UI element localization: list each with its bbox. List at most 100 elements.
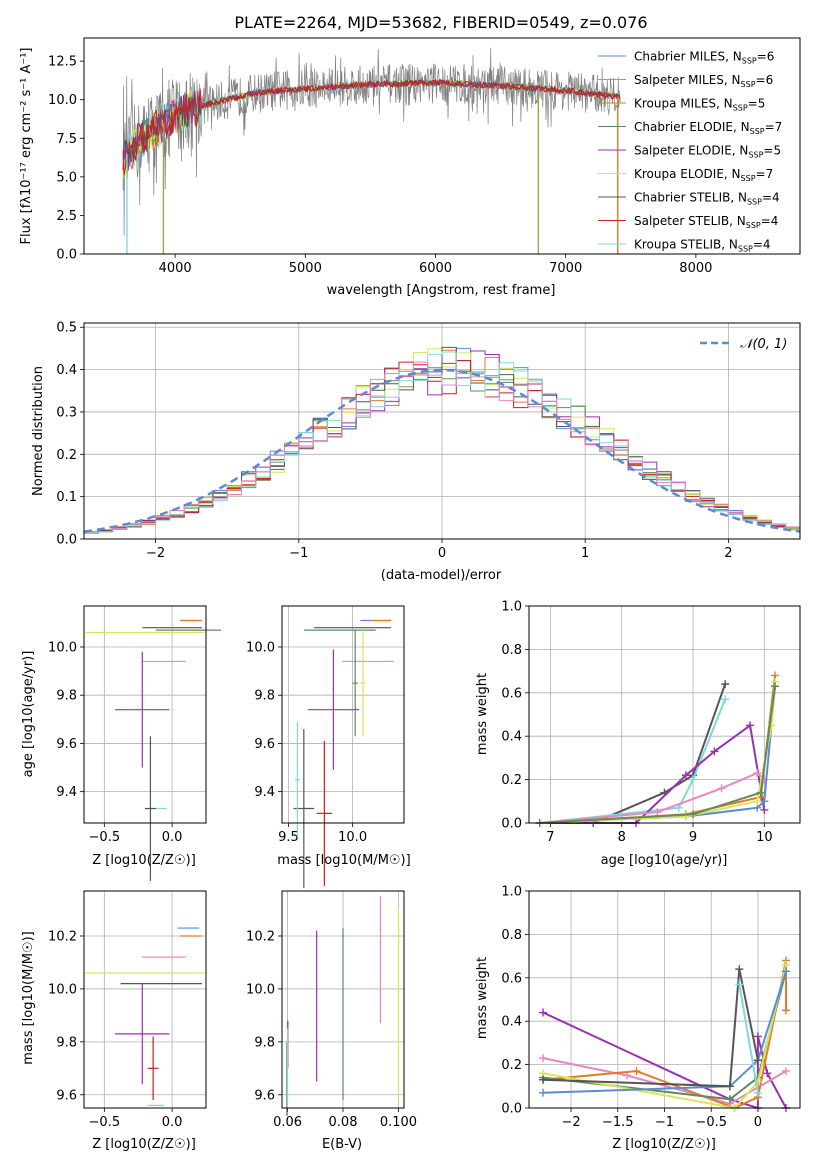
x-tick-label: −1 [655,1115,674,1130]
legend-entry-subscript: SSP [738,245,753,254]
x-tick-label: 0.06 [273,1115,302,1130]
x-tick-label: 9.5 [278,830,299,845]
legend-entry-label: Chabrier ELODIE, NSSP=7 [634,120,782,136]
y-tick-label: 1.0 [501,885,522,900]
axes-frame [281,605,405,824]
x-tick-label: 0 [754,1115,762,1130]
mass-z-xlabel: Z [log10(Z/Z☉)] [92,1137,196,1152]
x-tick-label: 7 [546,830,554,845]
legend-entry-value: =5 [748,97,766,111]
age-vs-mass-panel: 9.5 10.0 9.4 9.6 9.8 10.0 [246,605,405,889]
spectrum-lines [122,47,621,254]
weight-vs-age-panel: 7 8 9 10 0.0 0.2 0.4 0.6 0.8 1.0 [501,600,801,845]
y-tick-label: 1.0 [501,600,522,615]
weight-marker [539,1088,548,1097]
weight-marker [735,965,744,974]
weight-series-line [539,675,776,824]
x-tick-label: 1 [581,546,589,561]
weight-marker [781,1006,790,1015]
y-tick-label: 10.0 [246,982,275,997]
residual-histogram [84,361,800,534]
legend-entry-value: =7 [756,167,774,181]
x-tick-label: −1.5 [602,1115,634,1130]
weight-z-ylabel: mass weight [475,957,490,1039]
x-tick-label: 6000 [419,261,452,276]
x-tick-label: 10 [756,830,773,845]
x-tick-label: −1 [289,546,308,561]
y-tick-label: 9.8 [254,689,275,704]
weight-marker [763,1069,772,1078]
weight-marker [539,1075,548,1084]
y-tick-label: 2.5 [56,209,77,224]
legend-entry-label: Kroupa STELIB, NSSP=4 [634,238,771,254]
x-tick-label: 2 [724,546,732,561]
legend-entry-subscript: SSP [748,151,763,160]
y-tick-label: 0.0 [56,533,77,548]
y-tick-label: 9.6 [56,737,77,752]
legend-entry-label: Salpeter ELODIE, NSSP=5 [634,144,781,160]
x-tick-label: 9 [689,830,697,845]
weight-marker [753,769,762,778]
x-tick-label: 0.08 [329,1115,358,1130]
y-tick-label: 10.2 [246,929,275,944]
residuals-plot-area: −2 −1 0 1 2 0.0 0.1 0.2 0.3 0.4 0.5 [56,321,801,561]
x-tick-label: 8000 [679,261,712,276]
weight-marker [681,771,690,780]
axes-frame [83,605,207,824]
x-tick-label: 8 [618,830,626,845]
y-tick-label: 0.2 [56,448,77,463]
weight-age-xlabel: age [log10(age/yr)] [601,853,728,868]
figure-title: PLATE=2264, MJD=53682, FIBERID=0549, z=0… [234,13,647,32]
y-tick-label: 0.8 [501,643,522,658]
weight-marker [689,775,698,784]
weight-marker [710,747,719,756]
legend-entry-subscript: SSP [741,174,756,183]
y-tick-label: 0.5 [56,321,77,336]
legend-entry-subscript: SSP [733,104,748,113]
y-tick-label: 9.8 [56,689,77,704]
residuals-legend: 𝒩(0, 1) [700,337,787,352]
weight-z-xlabel: Z [log10(Z/Z☉)] [612,1137,716,1152]
age-z-ylabel: age [log10(age/yr)] [21,651,36,778]
y-tick-label: 0.3 [56,405,77,420]
weight-marker [721,695,730,704]
legend-entry-label: Chabrier MILES, NSSP=6 [634,50,774,66]
weight-series-line [542,968,759,1088]
weight-series-line [539,686,776,824]
age-z-xlabel: Z [log10(Z/Z☉)] [92,853,196,868]
age-vs-metallicity-panel: −0.5 0.0 9.4 9.6 9.8 10.0 [48,605,221,881]
y-tick-label: 10.0 [48,93,77,108]
mass-vs-metallicity-panel: −0.5 0.0 9.6 9.8 10.0 10.2 [48,890,207,1130]
x-tick-label: 4000 [159,261,192,276]
legend-entry-value: =5 [763,144,781,158]
y-tick-label: 9.4 [56,785,77,800]
weight-marker [771,682,780,691]
y-tick-label: 9.6 [254,1088,275,1103]
y-tick-label: 0.2 [501,1058,522,1073]
legend-entry-value: =6 [756,73,774,87]
residuals-legend-label: 𝒩(0, 1) [740,337,787,352]
weight-marker [781,967,790,976]
weight-marker [653,808,662,817]
axes-frame [83,322,801,540]
mass-ebv-xlabel: E(B-V) [322,1137,362,1152]
y-tick-label: 10.0 [48,640,77,655]
weight-marker [539,1054,548,1063]
model-spectrum-line [122,78,621,176]
residuals-xlabel: (data-model)/error [381,568,502,583]
y-tick-label: 9.8 [56,1035,77,1050]
y-tick-label: 9.8 [254,1035,275,1050]
weight-marker [753,797,762,806]
weight-marker [753,1032,762,1041]
weight-marker [756,788,765,797]
weight-marker [725,1095,734,1104]
legend-entry-value: =4 [761,214,779,228]
y-tick-label: 0.6 [501,971,522,986]
weight-marker [717,784,726,793]
axes-frame [528,890,801,1109]
y-tick-label: 0.2 [501,773,522,788]
axes-frame [281,890,405,1109]
mass-vs-extinction-panel: 0.06 0.08 0.100 9.6 9.8 10.0 10.2 [246,890,417,1130]
y-tick-label: 0.4 [56,363,77,378]
y-tick-label: 10.2 [48,929,77,944]
